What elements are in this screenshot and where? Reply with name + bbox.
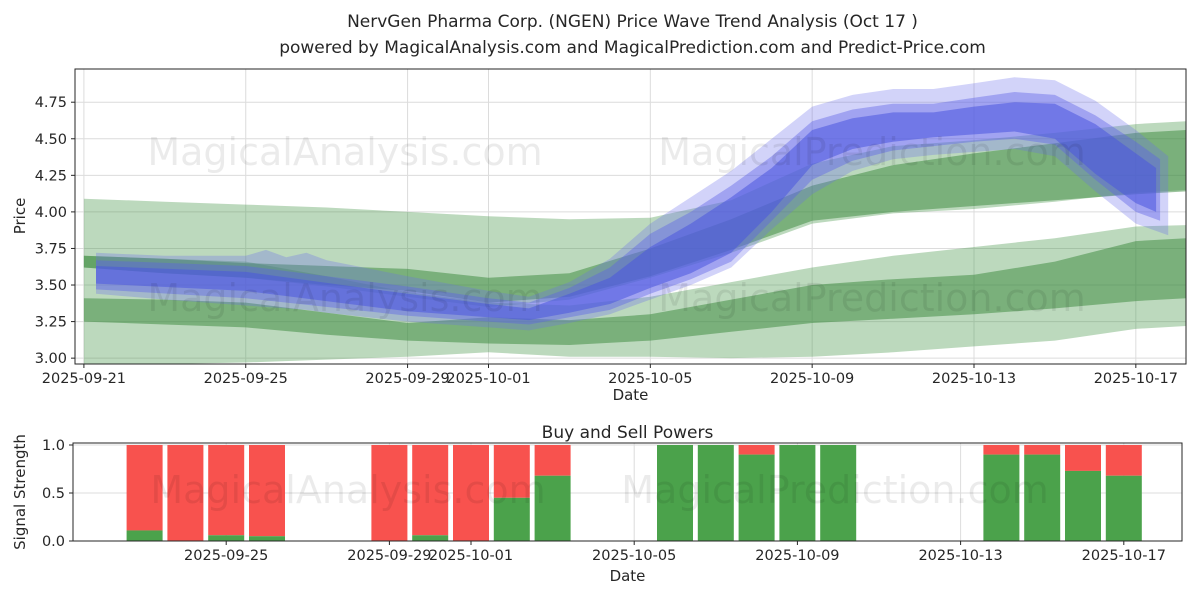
buy-bar-2025-10-03 <box>534 475 571 541</box>
power-xaxis-label: Date <box>609 567 646 585</box>
power-xtick-label: 2025-09-25 <box>184 548 268 564</box>
power-ytick-label: 0.0 <box>42 534 65 550</box>
power-ytick-label: 0.5 <box>42 486 65 502</box>
price-plot-border <box>74 68 1187 365</box>
sell-bar-2025-10-08 <box>738 445 775 455</box>
price-ytick-label: 4.75 <box>35 95 67 111</box>
power-chart-title: Buy and Sell Powers <box>541 423 714 443</box>
price-ytick-label: 4.50 <box>35 132 67 148</box>
buy-bar-2025-10-06 <box>657 445 693 541</box>
price-ytick-label: 3.25 <box>35 315 67 331</box>
price-xtick-label: 2025-10-09 <box>770 371 854 387</box>
price-xtick-label: 2025-10-17 <box>1094 371 1178 387</box>
power-xtick-label: 2025-10-01 <box>429 548 513 564</box>
sell-bar-2025-10-03 <box>534 445 571 476</box>
price-xtick-label: 2025-09-25 <box>204 371 288 387</box>
price-xtick-label: 2025-10-13 <box>932 371 1016 387</box>
price-ytick-label: 4.25 <box>35 168 67 184</box>
power-xtick-label: 2025-10-17 <box>1082 548 1166 564</box>
price-xtick-label: 2025-10-01 <box>446 371 530 387</box>
power-ytick-label: 1.0 <box>42 438 65 454</box>
price-xtick-label: 2025-09-29 <box>365 371 449 387</box>
price-xtick-label: 2025-10-05 <box>608 371 692 387</box>
sell-bar-2025-10-02 <box>493 445 530 498</box>
buy-bar-2025-09-30 <box>412 535 449 541</box>
price-ytick-label: 3.75 <box>35 241 67 257</box>
buy-bar-2025-10-08 <box>738 454 775 541</box>
power-xtick-label: 2025-10-09 <box>755 548 839 564</box>
buy-bar-2025-10-16 <box>1065 470 1101 541</box>
sell-bar-2025-10-17 <box>1105 445 1142 476</box>
sell-bar-2025-09-25 <box>208 445 245 536</box>
price-band-green-band-upper-core <box>83 130 1186 303</box>
buy-bar-2025-09-25 <box>208 535 245 541</box>
sell-bar-2025-09-23 <box>126 445 163 531</box>
sell-bar-2025-10-01 <box>453 445 489 541</box>
buy-bar-2025-10-10 <box>820 445 857 541</box>
price-ytick-label: 4.00 <box>35 205 67 221</box>
price-ytick-label: 3.50 <box>35 278 67 294</box>
buy-bar-2025-10-14 <box>983 454 1020 541</box>
price-band-green-band-lower-core <box>83 238 1186 345</box>
price-ytick-label: 3.00 <box>35 351 67 367</box>
sell-bar-2025-09-29 <box>371 445 408 541</box>
buy-bar-2025-10-02 <box>493 497 530 541</box>
price-band-blue-band-middle <box>96 92 1161 325</box>
sell-bar-2025-10-14 <box>983 445 1020 455</box>
sell-bar-2025-09-30 <box>412 445 449 536</box>
signal-axis-label: Signal Strength <box>11 434 29 550</box>
price-xaxis-label: Date <box>612 386 649 404</box>
buy-bar-2025-09-23 <box>126 530 163 541</box>
price-xtick-label: 2025-09-21 <box>42 371 126 387</box>
chart-subtitle: powered by MagicalAnalysis.com and Magic… <box>279 38 986 58</box>
power-xtick-label: 2025-10-13 <box>918 548 1002 564</box>
sell-bar-2025-10-16 <box>1065 445 1101 471</box>
buy-bar-2025-10-07 <box>697 445 734 541</box>
power-xtick-label: 2025-09-29 <box>347 548 431 564</box>
sell-bar-2025-09-26 <box>249 445 285 537</box>
sell-bar-2025-10-15 <box>1024 445 1061 455</box>
power-plot-border <box>72 442 1183 542</box>
chart-title: NervGen Pharma Corp. (NGEN) Price Wave T… <box>347 12 918 32</box>
power-xtick-label: 2025-10-05 <box>592 548 676 564</box>
buy-bar-2025-09-26 <box>249 536 285 541</box>
buy-bar-2025-10-17 <box>1105 475 1142 541</box>
buy-bar-2025-10-09 <box>779 445 816 541</box>
price-band-blue-band-core <box>96 102 1157 321</box>
buy-bar-2025-10-15 <box>1024 454 1061 541</box>
price-axis-label: Price <box>11 197 29 235</box>
sell-bar-2025-09-24 <box>167 445 204 541</box>
